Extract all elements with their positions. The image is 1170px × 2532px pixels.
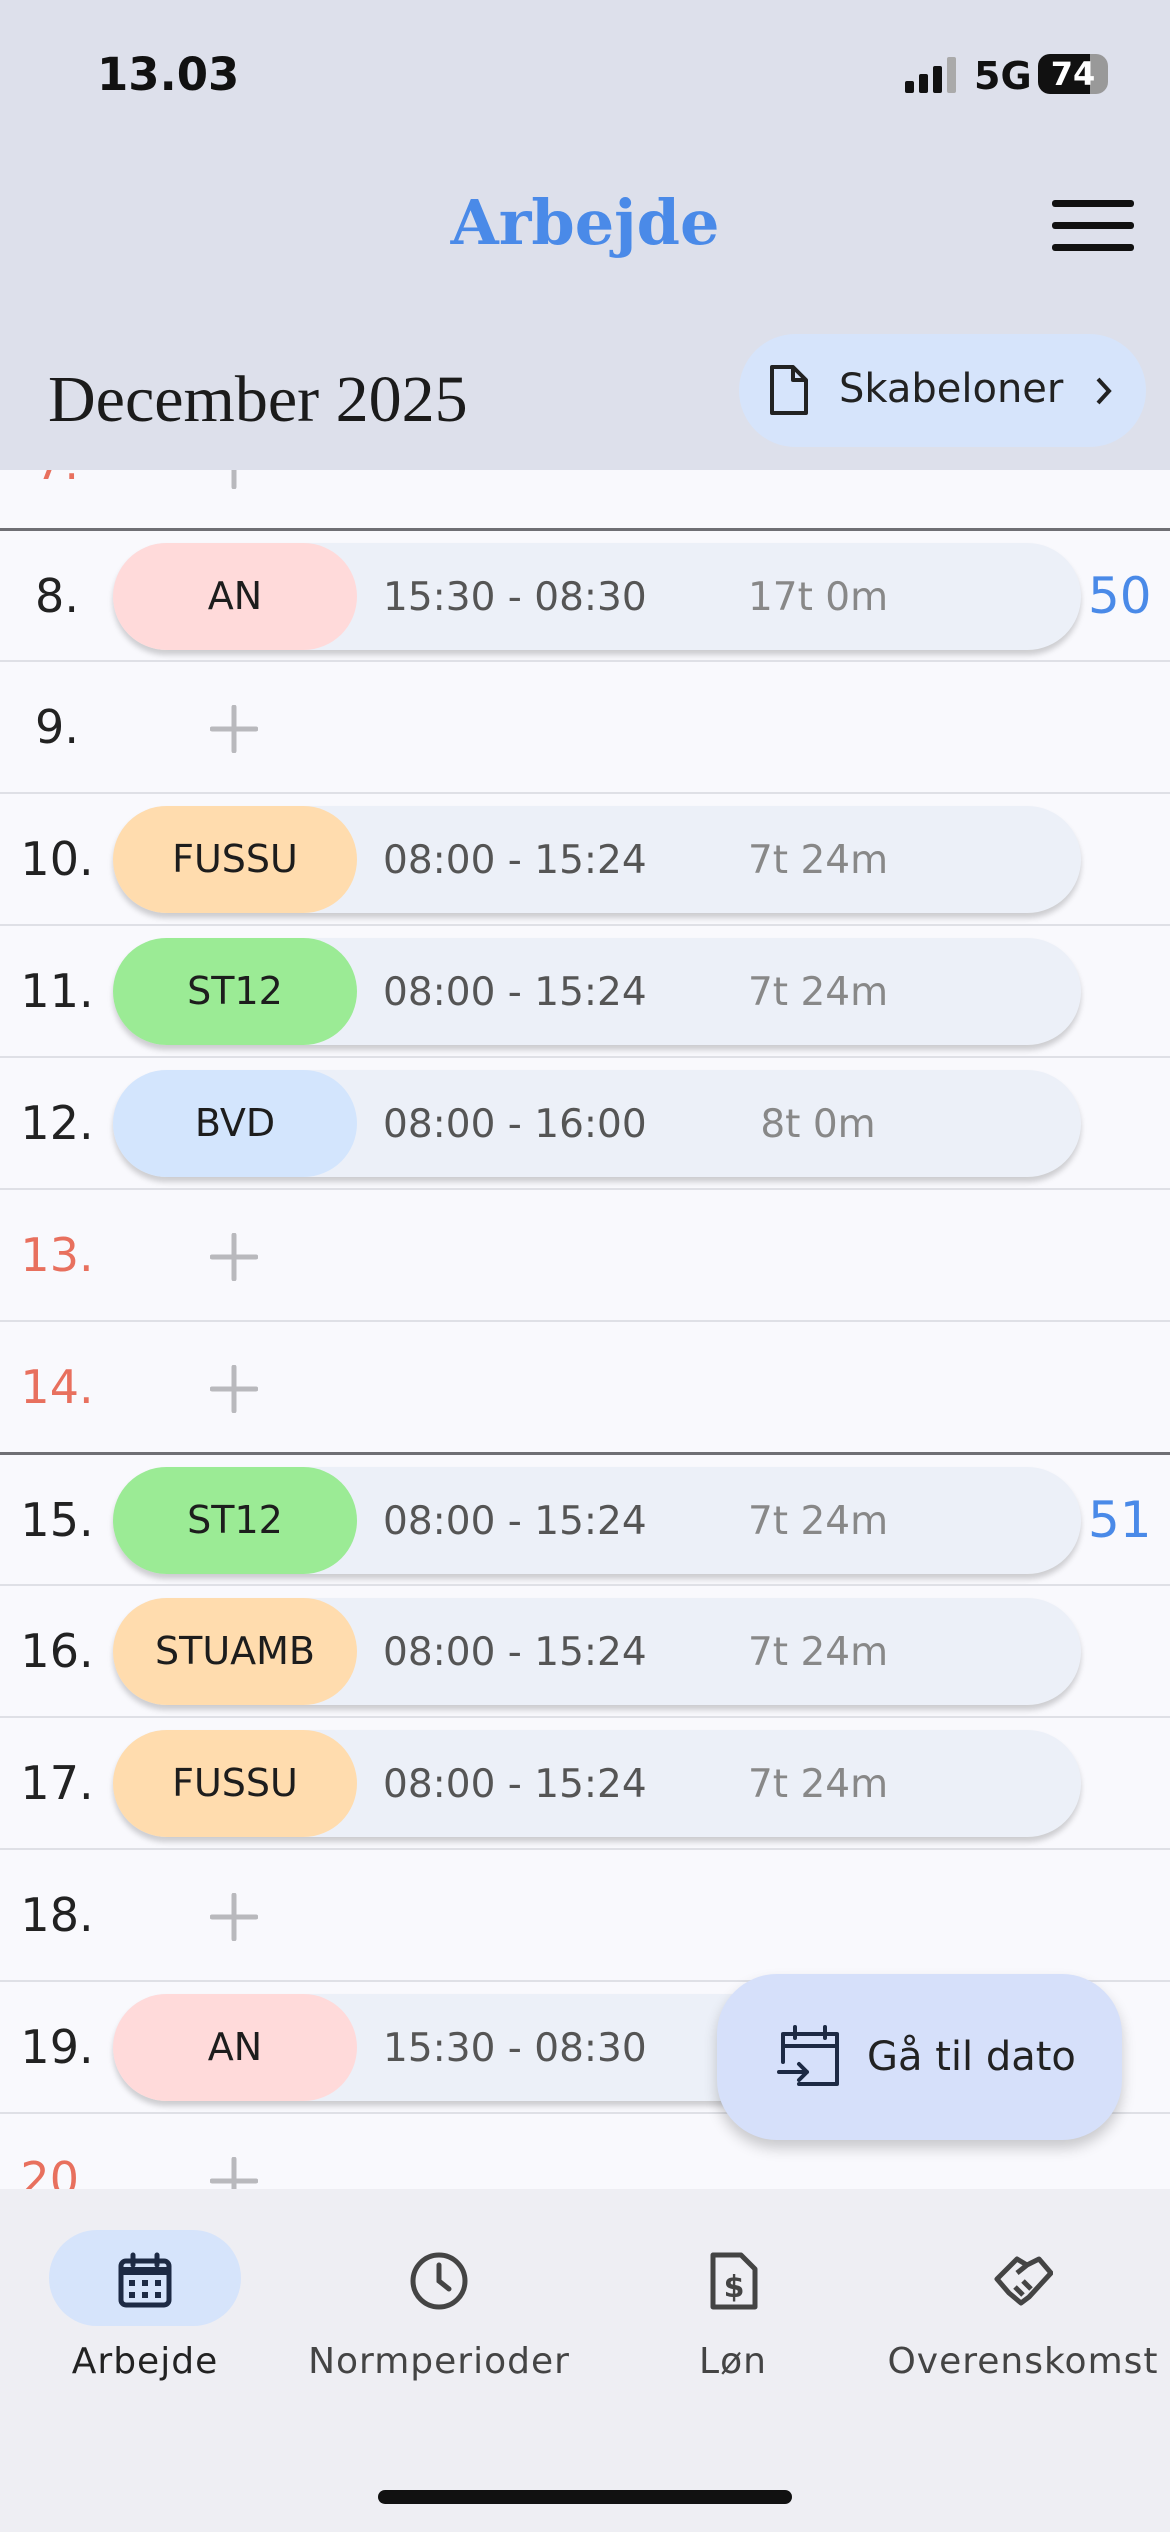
tab-icon [410, 2252, 468, 2310]
shift-duration: 7t 24m [747, 1630, 889, 1675]
header: 13.03 5G 74 Arbejde December 2025 Skabel… [0, 0, 1170, 470]
day-number: 16. [20, 1624, 94, 1678]
tab-icon [118, 2252, 172, 2308]
shift-duration: 7t 24m [747, 838, 889, 883]
shift-time: 08:00 - 15:24 [383, 1630, 647, 1675]
day-number: 9. [35, 700, 79, 754]
day-number: 11. [20, 964, 94, 1018]
tab-label: Normperioder [308, 2341, 570, 2382]
tab[interactable]: Overenskomst [873, 2189, 1170, 2409]
tab-icon [994, 2256, 1053, 2306]
shift-code: ST12 [113, 1467, 357, 1574]
shift-time: 08:00 - 15:24 [383, 838, 647, 883]
tab-label: Overenskomst [887, 2341, 1159, 2382]
day-number: 14. [20, 1360, 94, 1414]
shift[interactable]: STUAMB 08:00 - 15:24 7t 24m [113, 1598, 1081, 1705]
day-row: 18. [0, 1848, 1170, 1980]
shift-time: 08:00 - 15:24 [383, 1762, 647, 1807]
day-number: 20. [20, 2152, 94, 2189]
shift-duration: 7t 24m [747, 1499, 889, 1544]
day-row: 16. STUAMB 08:00 - 15:24 7t 24m [0, 1584, 1170, 1716]
shift[interactable]: FUSSU 08:00 - 15:24 7t 24m [113, 1730, 1081, 1837]
go-to-date-button[interactable]: Gå til dato [717, 1974, 1122, 2140]
shift-time: 15:30 - 08:30 [383, 575, 647, 620]
shift-time: 08:00 - 15:24 [383, 970, 647, 1015]
day-row: 15. ST12 08:00 - 15:24 7t 24m 51 [0, 1452, 1170, 1584]
status-time: 13.03 [97, 48, 240, 101]
chevron [1096, 377, 1112, 405]
shift-code: AN [113, 1994, 357, 2101]
day-number: 15. [20, 1493, 94, 1547]
shift[interactable]: ST12 08:00 - 15:24 7t 24m [113, 1467, 1081, 1574]
menu-button[interactable] [1052, 200, 1134, 252]
tab[interactable]: $ Løn [583, 2189, 883, 2409]
page-title: Arbejde [450, 186, 720, 259]
shift-code: ST12 [113, 938, 357, 1045]
day-row: 13. [0, 1188, 1170, 1320]
day-list: 7. 8. AN 15:30 - 08:30 17t 0m 50 9. 10. FUSSU 08:… [0, 470, 1170, 2189]
fab-label: Gå til dato [867, 2034, 1076, 2080]
add-shift[interactable] [210, 1893, 258, 1941]
month-label: December 2025 [48, 363, 468, 436]
templates-label: Skabeloner [839, 366, 1064, 412]
templates-button[interactable]: Skabeloner [739, 334, 1146, 447]
day-row: 9. [0, 660, 1170, 792]
home-indicator [378, 2490, 792, 2504]
day-row: 8. AN 15:30 - 08:30 17t 0m 50 [0, 528, 1170, 660]
week-number: 50 [1088, 567, 1152, 625]
day-row: 7. [0, 470, 1170, 528]
shift-code: AN [113, 543, 357, 650]
shift[interactable]: FUSSU 08:00 - 15:24 7t 24m [113, 806, 1081, 913]
day-number: 12. [20, 1096, 94, 1150]
network: 5G [974, 54, 1032, 98]
shift-time: 15:30 - 08:30 [383, 2026, 647, 2071]
day-row: 14. [0, 1320, 1170, 1452]
tab[interactable]: Normperioder [289, 2189, 589, 2409]
tab-label: Løn [699, 2341, 767, 2382]
day-number: 8. [35, 569, 79, 623]
day-row: 12. BVD 08:00 - 16:00 8t 0m [0, 1056, 1170, 1188]
day-row: 20. [0, 2112, 1170, 2189]
shift-time: 08:00 - 16:00 [383, 1102, 647, 1147]
day-number: 17. [20, 1756, 94, 1810]
shift-time: 08:00 - 15:24 [383, 1499, 647, 1544]
tab-icon: $ [710, 2252, 758, 2310]
day-number: 13. [20, 1228, 94, 1282]
shift-code: FUSSU [113, 806, 357, 913]
shift-duration: 7t 24m [747, 970, 889, 1015]
day-number: 10. [20, 832, 94, 886]
add-shift[interactable] [210, 2157, 258, 2189]
tab-label: Arbejde [71, 2341, 219, 2382]
add-shift[interactable] [210, 470, 258, 489]
add-shift[interactable] [210, 1233, 258, 1281]
shift-duration: 8t 0m [760, 1102, 876, 1147]
day-number: 7. [0, 470, 114, 490]
day-row: 10. FUSSU 08:00 - 15:24 7t 24m [0, 792, 1170, 924]
shift-code: FUSSU [113, 1730, 357, 1837]
week-number: 51 [1088, 1491, 1152, 1549]
shift[interactable]: AN 15:30 - 08:30 17t 0m [113, 543, 1081, 650]
signal-icon [905, 57, 956, 93]
svg-text:$: $ [724, 2270, 745, 2305]
shift[interactable]: BVD 08:00 - 16:00 8t 0m [113, 1070, 1081, 1177]
tab[interactable]: Arbejde [0, 2189, 295, 2409]
add-shift[interactable] [210, 705, 258, 753]
shift-duration: 7t 24m [747, 1762, 889, 1807]
document-icon [770, 365, 808, 415]
shift-duration: 17t 0m [747, 575, 889, 620]
active-indicator [49, 2230, 241, 2326]
day-row: 17. FUSSU 08:00 - 15:24 7t 24m [0, 1716, 1170, 1848]
tab-bar: Arbejde Normperioder $ Løn Overenskomst [0, 2189, 1170, 2532]
day-number: 19. [20, 2020, 94, 2074]
calendar-arrow-icon [777, 2025, 839, 2086]
shift[interactable]: ST12 08:00 - 15:24 7t 24m [113, 938, 1081, 1045]
add-shift[interactable] [210, 1365, 258, 1413]
shift-code: BVD [113, 1070, 357, 1177]
shift-code: STUAMB [113, 1598, 357, 1705]
day-number: 18. [20, 1888, 94, 1942]
day-row: 11. ST12 08:00 - 15:24 7t 24m [0, 924, 1170, 1056]
battery: 74 [1038, 54, 1108, 94]
